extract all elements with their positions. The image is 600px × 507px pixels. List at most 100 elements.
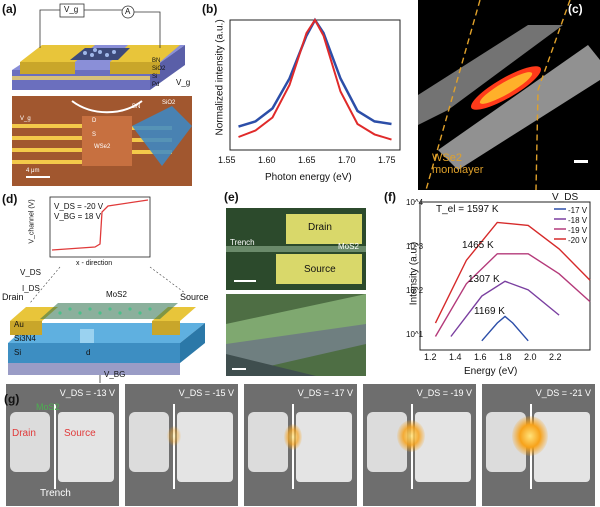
g-frame-3: V_DS = -17 V [244,384,357,506]
panel-b: (b) Normalized intensity (a.u.) Photon e… [200,0,410,190]
f-temp-0: T_el = 1597 K [436,204,499,215]
panel-c-image: (c) WSe2 monolayer [418,0,600,190]
e-source: Source [304,264,336,275]
device-schematic-3d [12,3,185,90]
g-vds-4: V_DS = -19 V [416,388,472,398]
g-trench: Trench [40,488,71,499]
f-ylabel: Intensity (a.u.) [408,241,420,306]
f-temp-2: 1307 K [468,274,500,285]
d-inset-vbg: V_BG = 18 V [54,212,101,221]
d-au: Au [14,320,24,329]
panel-b-label: (b) [202,2,218,16]
a-scale: 4 μm [26,168,40,174]
f-series-1 [450,280,560,337]
f-legend-1: -18 V [568,216,588,225]
panel-e: (e) Drain Source Trench MoS2 [222,188,372,383]
a-vg-right: V_g [176,78,191,87]
f-xtick-0: 1.2 [424,352,437,362]
f-xtick-2: 1.6 [474,352,487,362]
e-mos2: MoS2 [338,242,359,251]
e-trench: Trench [230,238,255,247]
f-temp-1: 1465 K [462,240,494,251]
f-legend-2: -19 V [568,226,588,235]
a-vg-top: V_g [64,5,79,14]
g-frame-1: V_DS = -13 V MoS2 Drain Source Trench [6,384,119,506]
g-vds-3: V_DS = -17 V [297,388,353,398]
panel-d: (d) V_DS = -20 V V_BG = 18 V V_channel (… [0,188,215,383]
b-xtick-3: 1.70 [338,155,356,165]
a-photo-wse2: WSe2 [94,144,111,150]
g-frame-4: V_DS = -19 V [363,384,476,506]
b-xlabel: Photon energy (eV) [265,172,352,183]
f-series-2 [434,253,591,337]
f-ytick-3: 10^4 [406,198,424,207]
e-drain: Drain [308,222,332,233]
panel-e-label: (e) [224,190,239,204]
panel-c-label: (c) [568,2,583,16]
f-ytick-2: 10^3 [406,242,424,251]
b-ylabel: Normalized intensity (a.u.) [214,19,226,136]
f-legend-title: V_DS [552,192,579,203]
a-photo-d: D [92,118,97,124]
a-layer-si: Si [152,74,158,80]
g-mos2: MoS2 [36,402,60,412]
f-xlabel: Energy (eV) [464,366,518,377]
b-series-0 [238,17,392,128]
a-photo-s: S [92,132,97,138]
f-xtick-1: 1.4 [449,352,462,362]
d-inset-vds: V_DS = -20 V [54,202,104,211]
e-top-micrograph: Drain Source Trench MoS2 [226,208,366,290]
g-frame-2: V_DS = -15 V [125,384,238,506]
d-inset-xlabel: x - direction [76,260,113,267]
f-series-3 [434,221,591,324]
device-micrograph: V_g D S BN SiO2 WSe2 4 μm [12,96,192,186]
f-ytick-1: 10^2 [406,286,424,295]
panel-f-label: (f) [384,190,396,204]
g-frame-5: V_DS = -21 V [482,384,595,506]
f-xtick-4: 2.0 [524,352,537,362]
a-photo-vg: V_g [20,116,31,122]
g-vds-1: V_DS = -13 V [59,388,115,398]
pl-spectrum-chart [229,17,401,151]
panel-f: (f) Intensity (a.u.) Energy (eV) V_DS -1… [378,188,600,383]
panel-d-label: (d) [2,192,18,206]
d-si3n4: Si3N4 [14,334,36,343]
g-vds-5: V_DS = -21 V [535,388,591,398]
d-source: Source [180,292,209,302]
d-inset-ylabel: V_channel (V) [28,199,36,244]
inset-potential-chart [49,196,151,258]
f-legend-0: -17 V [568,206,588,215]
e-bottom-micrograph [226,294,366,376]
g-source: Source [64,428,96,439]
f-temp-3: 1169 K [474,306,505,317]
a-photo-sio2: SiO2 [162,100,176,106]
a-photo-bn: BN [132,104,141,110]
d-vbg: V_BG [104,370,126,379]
b-series-1 [238,18,392,141]
d-vds: V_DS [20,268,41,277]
c-wse2-label: WSe2 monolayer [432,152,484,176]
d-drain: Drain [2,292,24,302]
f-legend-3: -20 V [568,236,588,245]
f-series-0 [481,315,529,342]
a-layer-bn: BN [152,58,161,64]
a-ammeter: A [125,7,131,16]
device-cross-section [8,266,205,383]
panel-g-label: (g) [4,392,20,406]
a-layer-pd: Pd [152,82,160,88]
d-d: d [86,348,91,357]
f-axes-frame [419,201,591,351]
b-xtick-1: 1.60 [258,155,276,165]
d-ids: I_DS [22,284,40,293]
a-layer-sio2: SiO2 [152,66,166,72]
f-xtick-3: 1.8 [499,352,512,362]
g-vds-2: V_DS = -15 V [178,388,234,398]
panel-a: (a) V_g A V_g BN SiO2 Si Pd [0,0,200,190]
g-drain: Drain [12,428,36,439]
d-si: Si [14,348,22,357]
f-xtick-5: 2.2 [549,352,562,362]
b-xtick-4: 1.75 [378,155,396,165]
d-mos2: MoS2 [106,290,127,299]
b-xtick-2: 1.65 [298,155,316,165]
b-xtick-0: 1.55 [218,155,236,165]
